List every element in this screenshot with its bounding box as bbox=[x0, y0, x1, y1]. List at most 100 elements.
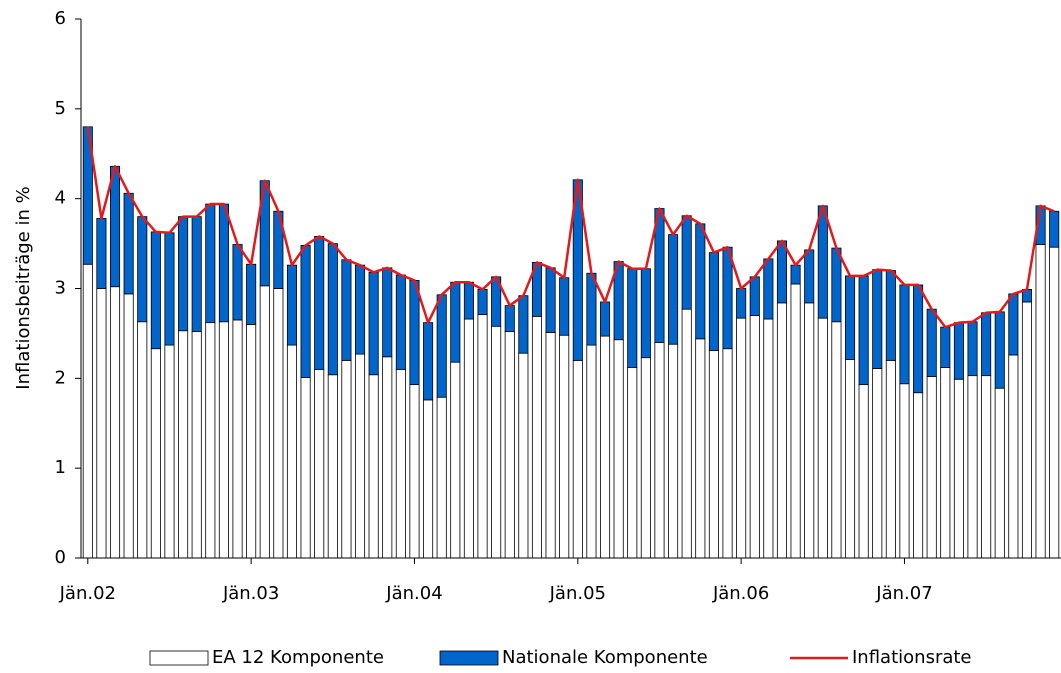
bar-segment bbox=[314, 368, 325, 559]
bar-segment bbox=[722, 348, 733, 559]
bar-segment bbox=[845, 359, 856, 559]
bar-segment bbox=[205, 203, 216, 324]
bar-segment bbox=[763, 318, 774, 559]
legend-label: Inflationsrate bbox=[852, 647, 972, 668]
bar-segment bbox=[531, 315, 542, 559]
y-tick-label: 2 bbox=[55, 367, 66, 388]
bar-segment bbox=[1008, 293, 1019, 356]
bar-segment bbox=[423, 399, 434, 559]
bar-segment bbox=[749, 315, 760, 559]
bar-segment bbox=[736, 288, 747, 319]
bar-segment bbox=[967, 375, 978, 559]
bar-segment bbox=[899, 383, 910, 559]
bar-segment bbox=[409, 280, 420, 386]
bar-segment bbox=[940, 367, 951, 559]
bar-segment bbox=[654, 341, 665, 559]
bar-segment bbox=[1035, 244, 1046, 559]
bar-segment bbox=[885, 270, 896, 361]
bar-segment bbox=[654, 208, 665, 343]
bar-segment bbox=[790, 264, 801, 285]
bar-segment bbox=[477, 288, 488, 315]
bar-segment bbox=[354, 264, 366, 355]
bar-segment bbox=[913, 392, 924, 559]
y-tick-label: 5 bbox=[55, 98, 66, 119]
bar-segment bbox=[926, 376, 937, 559]
bar-segment bbox=[776, 240, 787, 304]
bar-segment bbox=[259, 285, 270, 559]
bar-segment bbox=[845, 275, 856, 360]
bar-segment bbox=[450, 361, 461, 559]
bar-segment bbox=[463, 318, 474, 559]
bar-segment bbox=[368, 374, 379, 559]
bar-segment bbox=[1049, 246, 1060, 559]
bar-segment bbox=[450, 281, 461, 363]
bar-segment bbox=[218, 321, 229, 559]
bar-segment bbox=[681, 308, 692, 559]
bar-segment bbox=[545, 332, 556, 559]
bar-segment bbox=[613, 339, 624, 559]
bar-segment bbox=[953, 322, 964, 380]
x-tick-label: Jän.07 bbox=[875, 583, 932, 604]
bar-segment bbox=[722, 246, 733, 350]
bar-segment bbox=[804, 302, 815, 559]
bar-segment bbox=[382, 267, 393, 358]
bar-segment bbox=[1008, 354, 1019, 559]
bar-segment bbox=[382, 356, 393, 559]
bar-segment bbox=[953, 378, 964, 559]
bar-segment bbox=[354, 353, 366, 559]
bar-segment bbox=[96, 288, 107, 559]
bar-segment bbox=[640, 357, 651, 559]
x-tick-label: Jän.06 bbox=[712, 583, 769, 604]
bar-segment bbox=[232, 319, 243, 559]
bar-segment bbox=[409, 384, 420, 559]
bar-segment bbox=[586, 344, 597, 559]
bar-segment bbox=[423, 322, 434, 401]
bar-segment bbox=[708, 252, 719, 351]
bar-segment bbox=[695, 338, 706, 559]
bar-segment bbox=[804, 249, 815, 304]
bar-segment bbox=[341, 259, 352, 361]
bar-segment bbox=[395, 274, 406, 370]
bar-segment bbox=[137, 216, 148, 323]
bar-segment bbox=[899, 284, 910, 385]
bar-segment bbox=[736, 317, 747, 559]
bar-segment bbox=[763, 258, 774, 320]
legend-label: EA 12 Komponente bbox=[212, 647, 384, 668]
bar-segment bbox=[831, 247, 842, 323]
bar-segment bbox=[246, 263, 257, 325]
bar-segment bbox=[123, 192, 134, 295]
bar-segment bbox=[368, 271, 379, 376]
bar-segment bbox=[708, 350, 719, 559]
bar-segment bbox=[872, 368, 883, 559]
bar-segment bbox=[341, 359, 352, 559]
bar-segment bbox=[164, 344, 175, 559]
bar-segment bbox=[1049, 210, 1060, 248]
bar-segment bbox=[110, 165, 121, 288]
bar-segment bbox=[300, 377, 311, 559]
bar-segment bbox=[940, 326, 951, 368]
bar-segment bbox=[82, 263, 93, 559]
bar-segment bbox=[504, 331, 515, 559]
y-tick-label: 4 bbox=[55, 188, 66, 209]
bar-segment bbox=[967, 321, 978, 377]
bar-segment bbox=[300, 244, 311, 378]
bar-segment bbox=[327, 243, 338, 376]
bar-segment bbox=[1021, 301, 1032, 559]
bar-segment bbox=[150, 348, 161, 559]
bar-segment bbox=[640, 268, 651, 359]
bar-segment bbox=[586, 272, 597, 346]
bar-segment bbox=[314, 235, 325, 370]
bar-segment bbox=[545, 267, 556, 333]
bar-segment bbox=[817, 205, 828, 319]
bar-segment bbox=[123, 293, 134, 559]
y-tick-label: 3 bbox=[55, 278, 66, 299]
bar-segment bbox=[994, 311, 1005, 389]
bar-segment bbox=[872, 269, 883, 369]
x-tick-label: Jän.05 bbox=[549, 583, 606, 604]
bar-segment bbox=[150, 231, 161, 350]
bar-segment bbox=[885, 359, 896, 559]
legend-label: Nationale Komponente bbox=[502, 647, 708, 668]
bar-segment bbox=[817, 317, 828, 559]
bar-segment bbox=[858, 384, 869, 559]
bar-segment bbox=[627, 268, 638, 368]
